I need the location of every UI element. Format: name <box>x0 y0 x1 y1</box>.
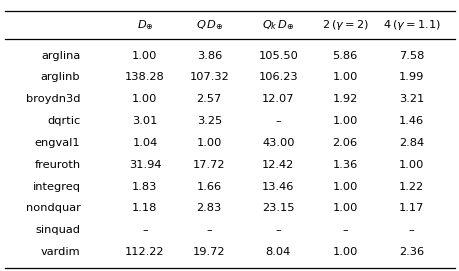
Text: 3.21: 3.21 <box>398 94 423 104</box>
Text: broydn3d: broydn3d <box>26 94 80 104</box>
Text: –: – <box>341 225 347 235</box>
Text: nondquar: nondquar <box>26 203 80 213</box>
Text: –: – <box>275 116 280 126</box>
Text: 1.18: 1.18 <box>132 203 157 213</box>
Text: freuroth: freuroth <box>34 160 80 170</box>
Text: 1.46: 1.46 <box>398 116 423 126</box>
Text: 7.58: 7.58 <box>398 51 424 61</box>
Text: 1.00: 1.00 <box>398 160 424 170</box>
Text: 23.15: 23.15 <box>262 203 294 213</box>
Text: 2.36: 2.36 <box>398 247 423 257</box>
Text: 107.32: 107.32 <box>189 72 229 82</box>
Text: 19.72: 19.72 <box>193 247 225 257</box>
Text: 1.04: 1.04 <box>132 138 157 148</box>
Text: 13.46: 13.46 <box>262 182 294 192</box>
Text: 2.84: 2.84 <box>398 138 423 148</box>
Text: $4\,(\gamma=1.1)$: $4\,(\gamma=1.1)$ <box>382 18 440 32</box>
Text: 1.66: 1.66 <box>196 182 221 192</box>
Text: 1.99: 1.99 <box>398 72 424 82</box>
Text: 2.83: 2.83 <box>196 203 221 213</box>
Text: engval1: engval1 <box>35 138 80 148</box>
Text: 1.00: 1.00 <box>331 72 357 82</box>
Text: $Q_k\,D_{\oplus}$: $Q_k\,D_{\oplus}$ <box>262 18 294 32</box>
Text: 106.23: 106.23 <box>258 72 297 82</box>
Text: 1.17: 1.17 <box>398 203 424 213</box>
Text: 2.06: 2.06 <box>332 138 357 148</box>
Text: 3.25: 3.25 <box>196 116 221 126</box>
Text: 2.57: 2.57 <box>196 94 221 104</box>
Text: 1.00: 1.00 <box>331 203 357 213</box>
Text: 31.94: 31.94 <box>129 160 161 170</box>
Text: 1.36: 1.36 <box>332 160 357 170</box>
Text: 5.86: 5.86 <box>332 51 357 61</box>
Text: –: – <box>142 225 147 235</box>
Text: integreq: integreq <box>33 182 80 192</box>
Text: 1.00: 1.00 <box>196 138 222 148</box>
Text: 3.01: 3.01 <box>132 116 157 126</box>
Text: 12.42: 12.42 <box>262 160 294 170</box>
Text: 1.92: 1.92 <box>332 94 357 104</box>
Text: $D_{\oplus}$: $D_{\oplus}$ <box>136 18 153 32</box>
Text: 1.00: 1.00 <box>331 247 357 257</box>
Text: 1.00: 1.00 <box>331 182 357 192</box>
Text: 1.83: 1.83 <box>132 182 157 192</box>
Text: –: – <box>206 225 212 235</box>
Text: 1.00: 1.00 <box>331 116 357 126</box>
Text: –: – <box>275 225 280 235</box>
Text: 1.00: 1.00 <box>132 94 157 104</box>
Text: sinquad: sinquad <box>35 225 80 235</box>
Text: 43.00: 43.00 <box>262 138 294 148</box>
Text: $Q\,D_{\oplus}$: $Q\,D_{\oplus}$ <box>195 18 223 32</box>
Text: –: – <box>408 225 414 235</box>
Text: dqrtic: dqrtic <box>47 116 80 126</box>
Text: vardim: vardim <box>41 247 80 257</box>
Text: 105.50: 105.50 <box>258 51 297 61</box>
Text: 138.28: 138.28 <box>125 72 164 82</box>
Text: arglinb: arglinb <box>41 72 80 82</box>
Text: 1.22: 1.22 <box>398 182 423 192</box>
Text: 112.22: 112.22 <box>125 247 164 257</box>
Text: 17.72: 17.72 <box>193 160 225 170</box>
Text: 8.04: 8.04 <box>265 247 290 257</box>
Text: 1.00: 1.00 <box>132 51 157 61</box>
Text: $2\,(\gamma=2)$: $2\,(\gamma=2)$ <box>321 18 368 32</box>
Text: 3.86: 3.86 <box>196 51 221 61</box>
Text: arglina: arglina <box>41 51 80 61</box>
Text: 12.07: 12.07 <box>262 94 294 104</box>
